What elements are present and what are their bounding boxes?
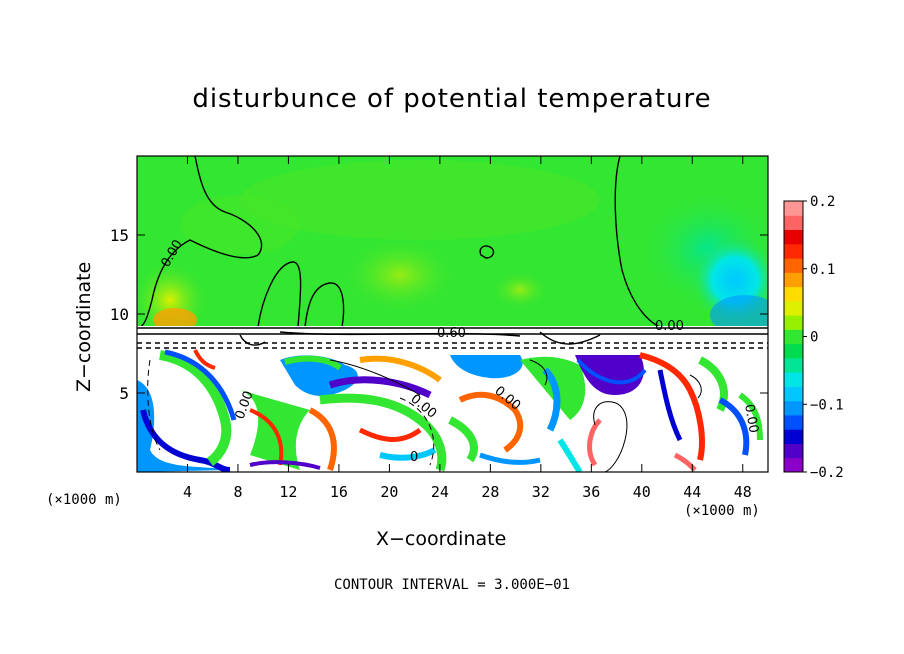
field-patch: [490, 270, 550, 310]
colorbar-swatch: [784, 229, 803, 245]
x-tick-label: 36: [582, 483, 600, 501]
colorbar-swatch: [784, 357, 803, 373]
colorbar-swatch: [784, 343, 803, 359]
contour-label: 0.00: [655, 319, 684, 334]
x-tick-label: 16: [330, 483, 348, 501]
lower-layer-fill: [137, 350, 768, 472]
y-axis-label: Z−coordinate: [73, 261, 95, 392]
colorbar-swatch: [784, 372, 803, 387]
x-tick-label: 12: [279, 483, 297, 501]
colorbar-ticks: 0.2 0.1 0 −0.1 −0.2: [803, 194, 844, 481]
x-tick-label: 8: [233, 483, 242, 501]
x-unit-left: (×1000 m): [46, 492, 122, 508]
field-patch: [710, 295, 768, 335]
colorbar-swatch: [784, 272, 803, 288]
contour-label: 0: [410, 450, 418, 465]
interface-lines: [137, 327, 768, 349]
colorbar-tick-label: −0.1: [810, 397, 844, 413]
colorbar-swatch: [784, 400, 803, 416]
colorbar-tick-label: 0: [810, 330, 818, 346]
x-tick-label: 24: [431, 483, 449, 501]
contour-interval-note: CONTOUR INTERVAL = 3.000E−01: [333, 577, 570, 593]
colorbar-swatch: [784, 258, 803, 273]
x-tick-label: 20: [380, 483, 398, 501]
colorbar-tick-label: 0.2: [810, 194, 835, 210]
upper-contours: [139, 156, 661, 328]
y-tick-label: 15: [110, 226, 129, 245]
x-tick-label: 32: [532, 483, 550, 501]
x-tick-label: 48: [734, 483, 752, 501]
x-tick-label: 40: [633, 483, 651, 501]
colorbar-swatch: [784, 286, 803, 302]
x-axis-ticks: 4 8 12 16 20 24 28 32 36 40 44 48: [183, 156, 752, 501]
lower-field: [137, 349, 763, 472]
field-patch: [340, 235, 460, 315]
colorbar-swatch: [784, 215, 803, 231]
colorbar-swatch: [784, 414, 803, 430]
y-axis-ticks: 5 10 15: [110, 226, 768, 403]
field-area: [137, 156, 768, 472]
y-tick-label: 10: [110, 305, 129, 324]
x-tick-label: 28: [481, 483, 499, 501]
x-unit-right: (×1000 m): [684, 503, 760, 519]
field-patch: [240, 160, 600, 240]
colorbar-swatch: [784, 429, 803, 444]
colorbar-swatch: [784, 300, 803, 316]
y-tick-label: 5: [119, 384, 129, 403]
x-axis-label: X−coordinate: [376, 528, 507, 550]
lower-contours: [147, 359, 702, 472]
colorbar-swatch: [784, 329, 803, 345]
colorbar-tick-label: −0.2: [810, 465, 844, 481]
colorbar-swatch: [784, 457, 803, 473]
colorbar-swatch: [784, 386, 803, 402]
x-tick-label: 4: [183, 483, 192, 501]
contour-label: 0.60: [437, 326, 466, 341]
colorbar-swatch: [784, 243, 803, 259]
colorbar-swatch: [784, 201, 803, 216]
chart-title: disturbunce of potential temperature: [192, 84, 712, 114]
colorbar-swatch: [784, 443, 803, 459]
colorbar: [784, 201, 803, 473]
colorbar-tick-label: 0.1: [810, 262, 835, 278]
x-tick-label: 44: [683, 483, 701, 501]
colorbar-swatch: [784, 315, 803, 330]
contour-label: 0.00: [741, 403, 761, 434]
field-patch: [180, 195, 300, 255]
